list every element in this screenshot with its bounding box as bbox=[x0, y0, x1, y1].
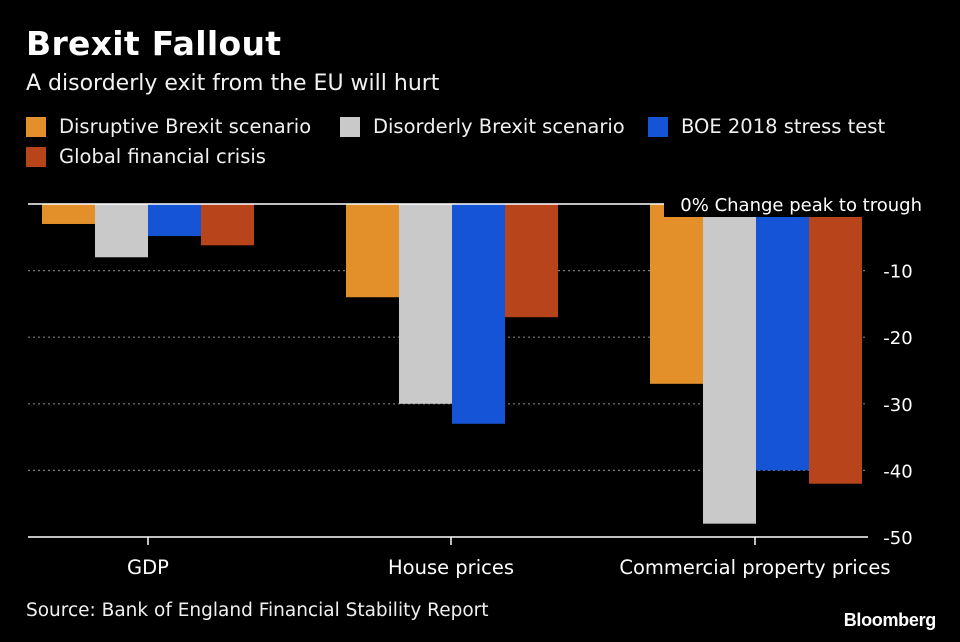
bar-2-2 bbox=[756, 204, 809, 471]
bloomberg-logo: Bloomberg bbox=[843, 610, 937, 630]
chart-title: Brexit Fallout bbox=[26, 24, 282, 63]
legend-swatch-boe-stress-test bbox=[648, 116, 668, 137]
x-category-label: Commercial property prices bbox=[619, 556, 890, 579]
bar-0-3 bbox=[201, 204, 254, 246]
bar-2-1 bbox=[703, 204, 756, 524]
bar-1-0 bbox=[346, 204, 399, 298]
legend-item-disorderly: Disorderly Brexit scenario bbox=[340, 115, 625, 138]
y-tick-label: -30 bbox=[883, 395, 912, 416]
x-category-label: GDP bbox=[127, 556, 169, 579]
bar-1-1 bbox=[399, 204, 452, 404]
zero-label-bg bbox=[664, 191, 926, 217]
x-category-label: House prices bbox=[388, 556, 514, 579]
bar-2-3 bbox=[809, 204, 862, 484]
legend-item-boe-stress-test: BOE 2018 stress test bbox=[648, 115, 885, 138]
bar-2-0 bbox=[650, 204, 703, 384]
legend-label-disruptive: Disruptive Brexit scenario bbox=[59, 115, 312, 138]
legend-item-disruptive: Disruptive Brexit scenario bbox=[26, 115, 311, 138]
legend-swatch-global-financial-crisis bbox=[26, 146, 46, 167]
source-note: Source: Bank of England Financial Stabil… bbox=[26, 600, 489, 621]
bar-1-2 bbox=[452, 204, 505, 424]
zero-label: 0% Change peak to trough bbox=[680, 195, 922, 216]
legend-item-global-financial-crisis: Global financial crisis bbox=[26, 145, 266, 168]
bar-0-2 bbox=[148, 204, 201, 236]
y-tick-label: -40 bbox=[883, 461, 912, 482]
legend-swatch-disruptive bbox=[26, 116, 46, 137]
bar-0-1 bbox=[95, 204, 148, 258]
y-tick-label: -20 bbox=[883, 328, 912, 349]
legend-label-disorderly: Disorderly Brexit scenario bbox=[373, 115, 625, 138]
y-tick-label: -10 bbox=[883, 262, 912, 283]
legend-label-global-financial-crisis: Global financial crisis bbox=[59, 145, 266, 168]
legend-swatch-disorderly bbox=[340, 116, 360, 137]
bar-0-0 bbox=[42, 204, 95, 224]
chart-subtitle: A disorderly exit from the EU will hurt bbox=[26, 71, 440, 96]
legend-label-boe-stress-test: BOE 2018 stress test bbox=[681, 115, 886, 138]
bar-1-3 bbox=[505, 204, 558, 318]
y-tick-label: -50 bbox=[883, 528, 912, 549]
